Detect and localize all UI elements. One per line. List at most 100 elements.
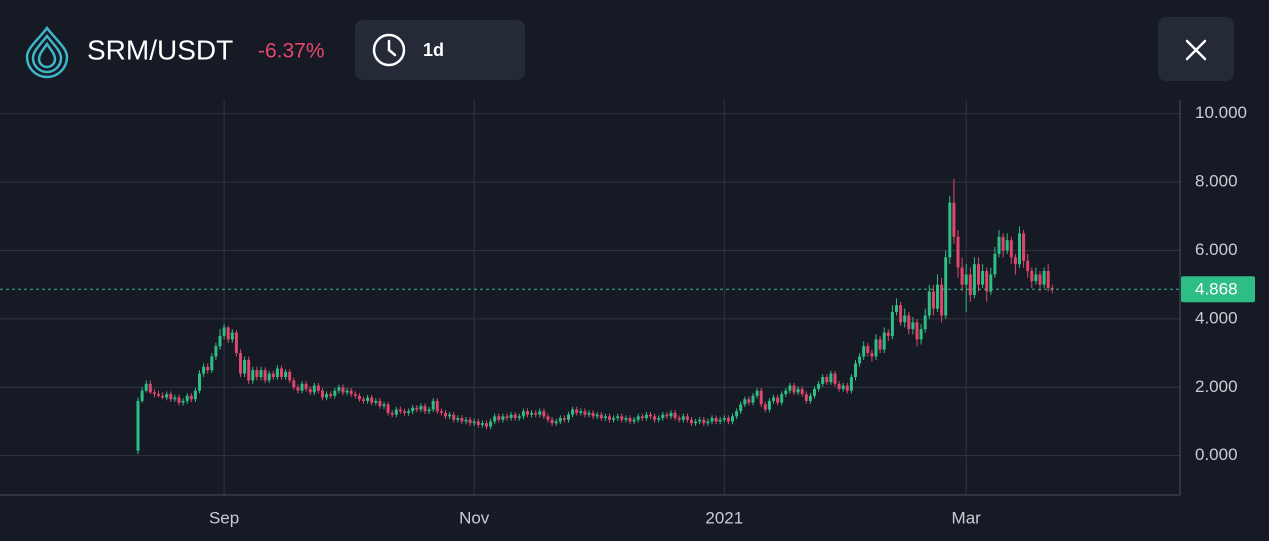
candle-body (185, 395, 189, 401)
candle-body (722, 418, 726, 420)
candle-body (731, 416, 734, 422)
candle-body (644, 414, 648, 419)
candle-body (825, 377, 829, 383)
candle-body (263, 370, 267, 381)
candle-body (952, 202, 956, 237)
candle-body (821, 377, 825, 384)
candle-body (940, 284, 944, 316)
candle-body (1018, 233, 1021, 265)
candle-body (870, 353, 874, 357)
interval-selector[interactable]: 1d (355, 20, 525, 80)
candle-body (808, 395, 812, 401)
interval-button[interactable] (355, 20, 525, 80)
candle-body (936, 284, 939, 309)
candle-body (296, 387, 300, 391)
candle-body (485, 423, 488, 427)
candle-body (854, 363, 857, 378)
candle-body (148, 383, 152, 393)
candle-body (694, 421, 698, 424)
candle-body (280, 368, 283, 378)
candle-body (489, 421, 493, 427)
candle-body (431, 400, 435, 410)
candle-body (702, 419, 706, 424)
candle-body (895, 305, 898, 313)
candle-body (862, 346, 866, 357)
candle-body (997, 236, 1001, 254)
candle-body (173, 397, 177, 400)
candle-body (177, 397, 181, 403)
candle-body (448, 414, 452, 417)
candle-body (960, 267, 964, 285)
candle-body (546, 416, 550, 420)
candle-body (202, 366, 206, 374)
candle-body (243, 359, 247, 374)
last-price-label: 4.868 (1195, 280, 1238, 299)
candle-body (800, 388, 804, 395)
candle-body (776, 397, 780, 403)
candle-body (886, 332, 890, 336)
candle-body (714, 418, 718, 422)
candle-body (505, 416, 509, 419)
candle-body (419, 406, 423, 410)
candle-body (321, 390, 324, 398)
candle-body (1009, 240, 1013, 258)
candle-body (735, 411, 739, 417)
candle-body (1050, 288, 1054, 290)
candle-body (193, 390, 197, 400)
candle-body (706, 421, 710, 424)
candle-body (956, 236, 960, 268)
y-tick-label: 8.000 (1195, 172, 1238, 191)
candle-body (636, 416, 640, 420)
candle-body (476, 421, 480, 425)
candle-body (370, 397, 374, 403)
candle-body (226, 327, 230, 340)
candle-body (849, 377, 853, 391)
candle-body (271, 373, 275, 378)
candle-body (583, 411, 587, 415)
candle-body (718, 419, 722, 422)
candle-body (837, 383, 841, 389)
candle-body (562, 418, 566, 420)
candle-body (386, 404, 390, 413)
candle-body (923, 315, 927, 330)
candle-body (1001, 236, 1005, 251)
candle-body (513, 414, 517, 419)
candle-body (608, 416, 611, 420)
candle-body (669, 412, 673, 417)
candle-body (398, 409, 402, 412)
candle-body (1038, 274, 1042, 285)
candle-body (931, 291, 935, 309)
y-tick-label: 6.000 (1195, 240, 1238, 259)
candle-body (661, 414, 665, 419)
candle-body (612, 418, 616, 420)
candle-body (796, 388, 800, 393)
pair-name: SRM/USDT (87, 34, 233, 65)
candle-body (567, 414, 570, 420)
close-control[interactable] (1158, 17, 1234, 81)
candle-body (882, 332, 886, 350)
candle-body (329, 394, 333, 396)
candle-body (308, 388, 312, 393)
candle-body (136, 400, 140, 451)
candle-body (161, 395, 165, 398)
candle-body (911, 322, 915, 330)
candle-body (632, 419, 636, 422)
candle-body (579, 411, 583, 413)
candle-body (480, 423, 484, 425)
candle-body (439, 411, 443, 413)
candle-body (829, 373, 833, 383)
logo (25, 25, 69, 79)
close-icon (1185, 39, 1207, 61)
candle-body (739, 404, 743, 412)
candle-body (972, 264, 976, 295)
candle-body (427, 409, 431, 412)
candle-body (501, 416, 505, 420)
candle-body (1042, 270, 1046, 285)
candle-body (1034, 274, 1038, 282)
candle-body (230, 332, 234, 340)
candle-body (468, 419, 472, 424)
candle-body (657, 418, 661, 420)
candle-body (353, 394, 357, 396)
candle-body (378, 400, 382, 407)
